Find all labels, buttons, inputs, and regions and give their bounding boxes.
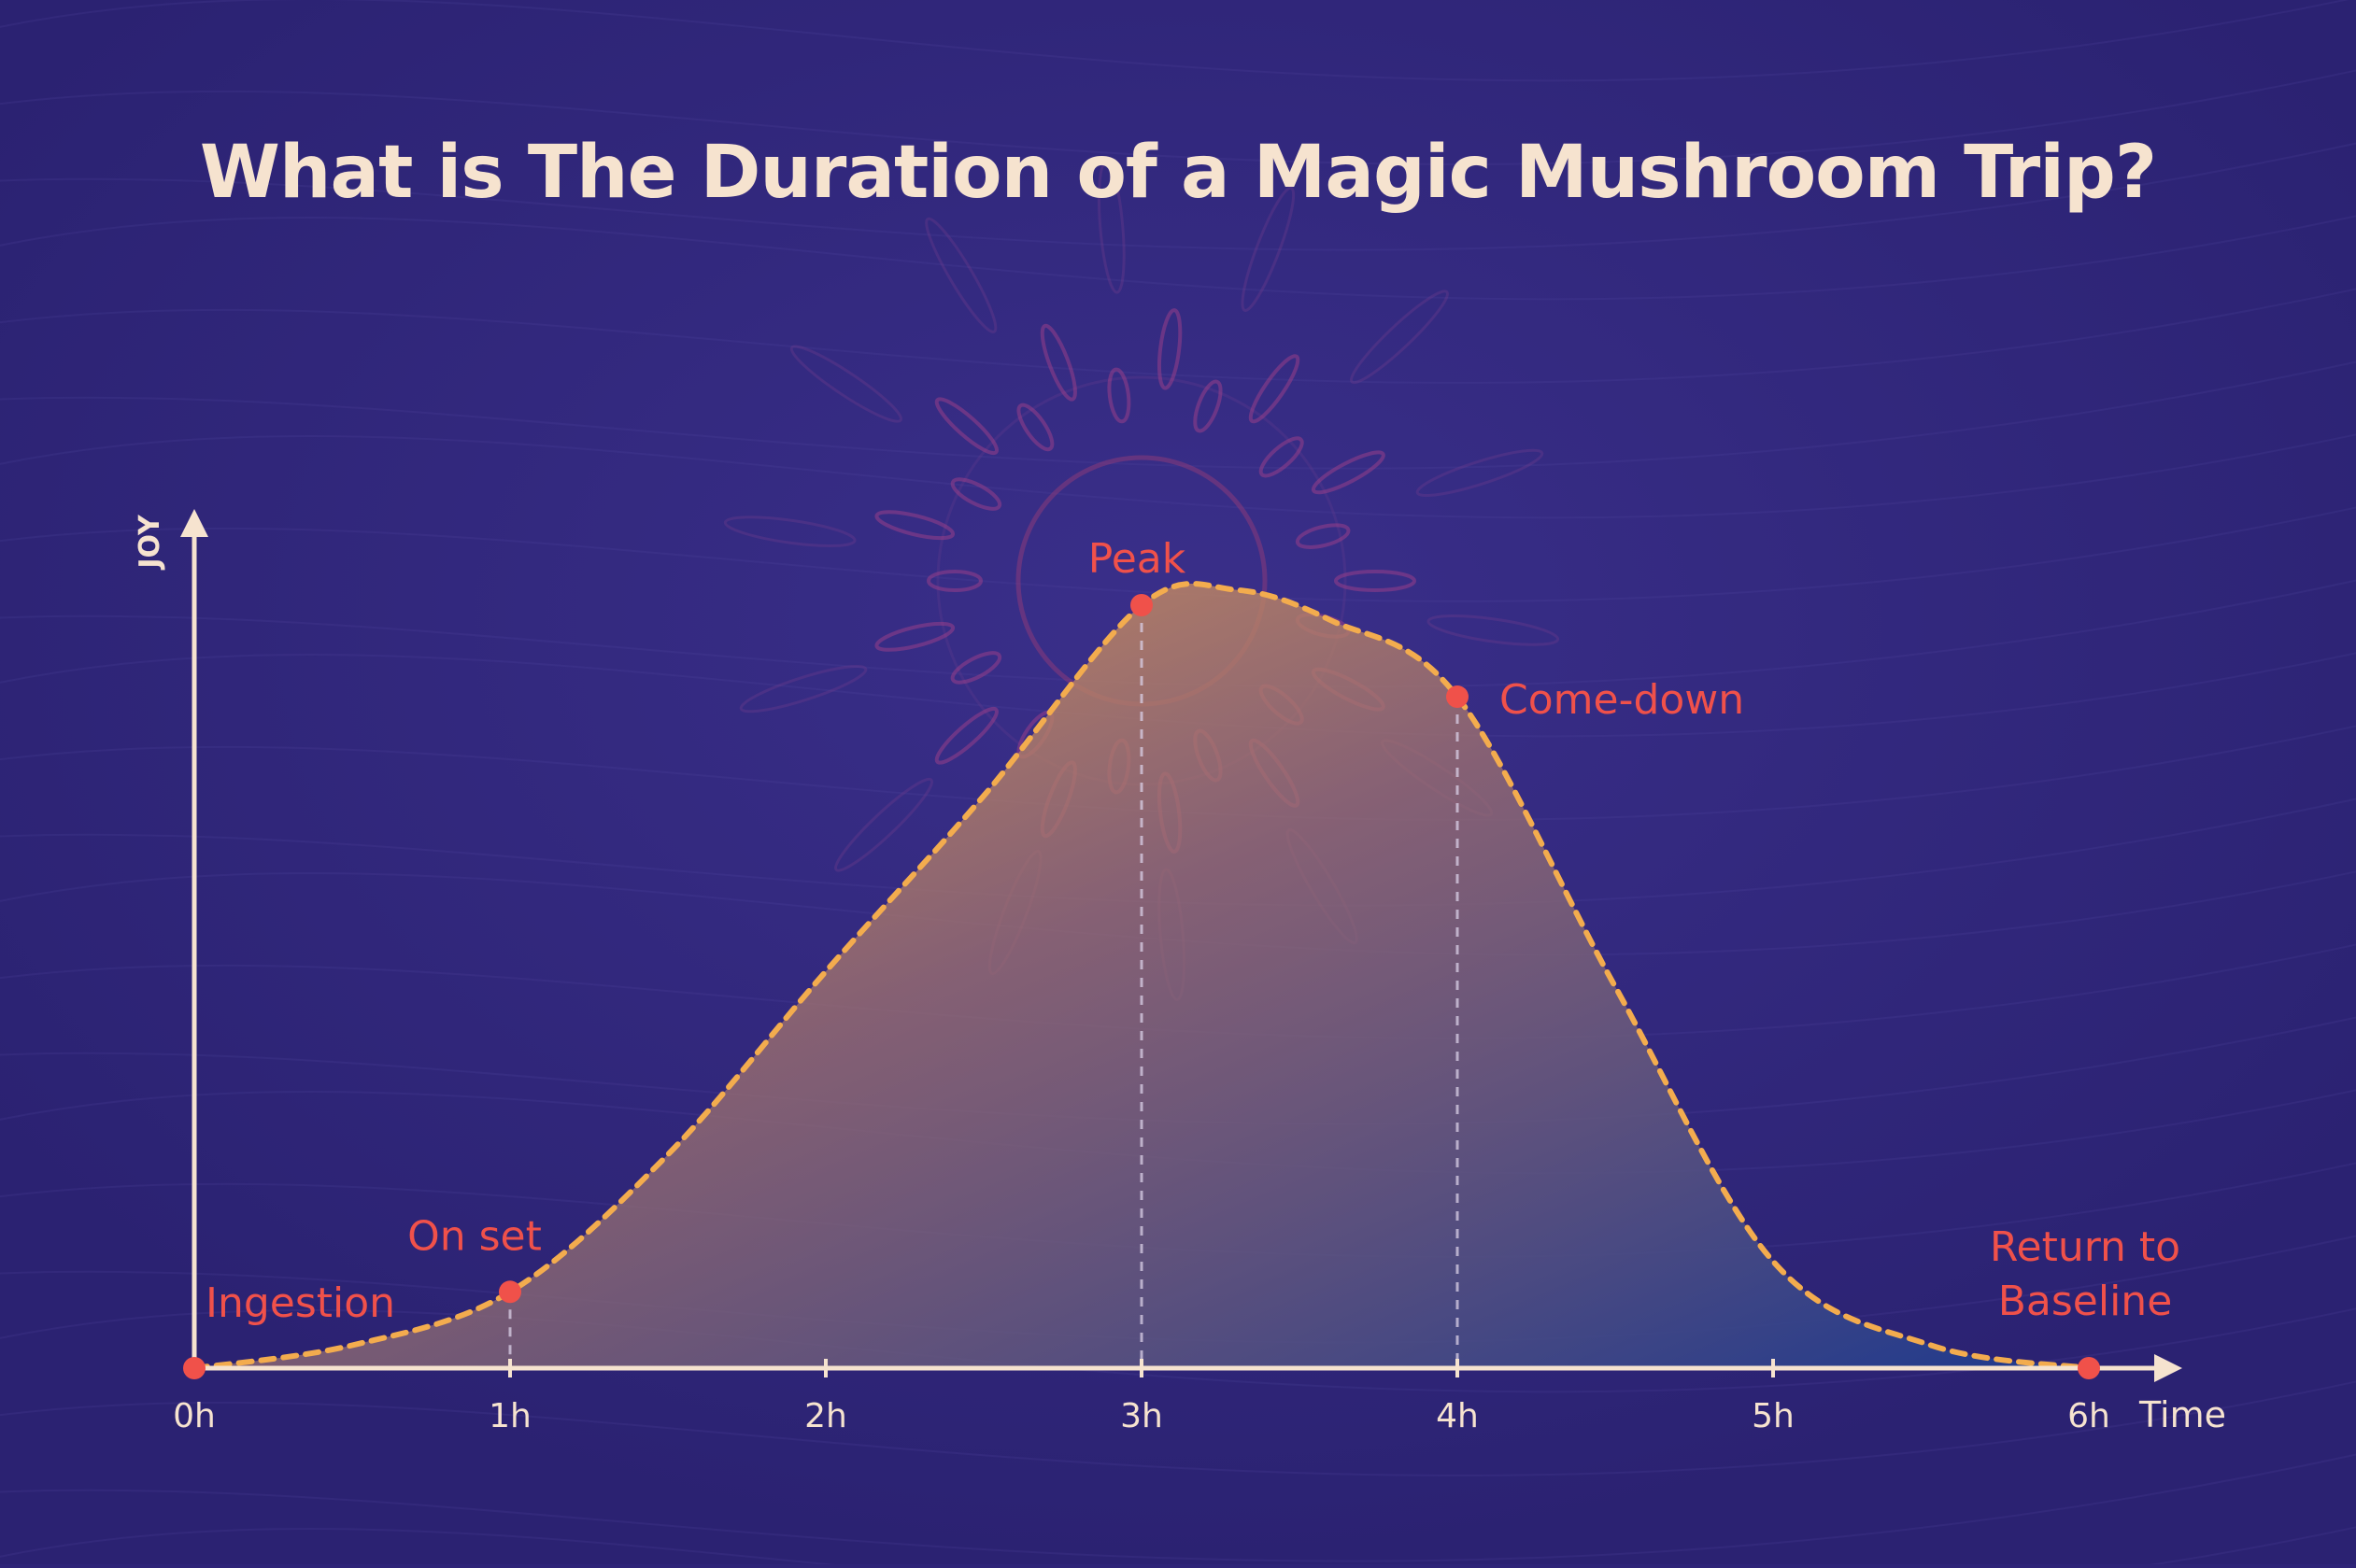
background-swirl-line: [0, 1526, 2356, 1568]
sun-outer-ray: [723, 516, 857, 547]
sun-outer-ray: [789, 345, 903, 423]
x-tick-label: 4h: [1436, 1397, 1479, 1435]
milestone-marker: [499, 1280, 521, 1304]
sun-ray: [874, 510, 956, 541]
x-tick-label: 3h: [1120, 1397, 1163, 1435]
background-swirl-line: [0, 215, 2356, 301]
milestone-marker: [1130, 594, 1153, 616]
background-swirl-line: [0, 0, 2349, 82]
sun-ray: [1311, 450, 1385, 495]
background-swirl-line: [0, 506, 2356, 602]
milestone-label: Ingestion: [206, 1279, 395, 1327]
background-swirl-line: [0, 69, 2356, 165]
area-fill: [194, 584, 2089, 1368]
background-swirl-line: [0, 1453, 2356, 1562]
milestone-marker: [2078, 1357, 2100, 1379]
sun-ray: [1295, 523, 1351, 549]
sun-ray: [950, 477, 1002, 511]
sun-outer-ray: [1349, 290, 1449, 385]
sun-ray: [1157, 308, 1183, 390]
sun-ray: [934, 397, 1000, 456]
sun-ray: [1016, 403, 1055, 452]
sun-ray: [1258, 436, 1304, 478]
sun-outer-ray: [1426, 614, 1560, 646]
milestone-label: Peak: [1088, 535, 1186, 583]
milestone-label: Come-down: [1499, 676, 1744, 724]
sun-outer-ray: [834, 777, 934, 872]
sun-ray: [1193, 379, 1223, 433]
sun-ray: [1334, 570, 1416, 592]
sun-outer-ray: [1241, 186, 1296, 312]
x-axis-label: Time: [2138, 1394, 2226, 1435]
x-tick-label: 2h: [804, 1397, 847, 1435]
y-axis-label: JOY: [134, 514, 166, 571]
x-tick-label: 0h: [173, 1397, 216, 1435]
sun-outer-ray: [925, 217, 998, 333]
sun-ray: [927, 570, 983, 592]
sun-ray: [874, 621, 956, 652]
sun-ray: [934, 706, 1000, 765]
background-swirl-line: [0, 142, 2356, 251]
sun-ray: [950, 651, 1002, 685]
background-swirl-line: [0, 1380, 2356, 1476]
x-axis-arrow-icon: [2154, 1354, 2182, 1382]
sun-ray: [1107, 367, 1131, 424]
sun-ray: [1248, 354, 1300, 424]
background-swirl-line: [0, 433, 2356, 519]
sun-outer-ray: [1097, 161, 1126, 294]
background-swirl-line: [0, 652, 2356, 738]
x-tick-label: 6h: [2067, 1397, 2110, 1435]
y-axis-arrow-icon: [180, 509, 208, 537]
milestone-marker: [183, 1357, 206, 1379]
milestone-marker: [1446, 685, 1469, 709]
background-swirl-line: [0, 288, 2356, 384]
milestone-label: On set: [407, 1212, 542, 1260]
background-swirl-line: [0, 360, 2356, 470]
x-tick-label: 1h: [489, 1397, 532, 1435]
sun-ray: [1040, 323, 1077, 402]
x-tick-label: 5h: [1752, 1397, 1795, 1435]
sun-outer-ray: [739, 664, 868, 713]
milestone-label: Return to Baseline: [1990, 1223, 2180, 1325]
background-swirl-line: [0, 579, 2356, 688]
sun-outer-ray: [1415, 448, 1544, 498]
series-curve-line: [192, 581, 2092, 1371]
chart-title: What is The Duration of a Magic Mushroom…: [199, 131, 2157, 215]
